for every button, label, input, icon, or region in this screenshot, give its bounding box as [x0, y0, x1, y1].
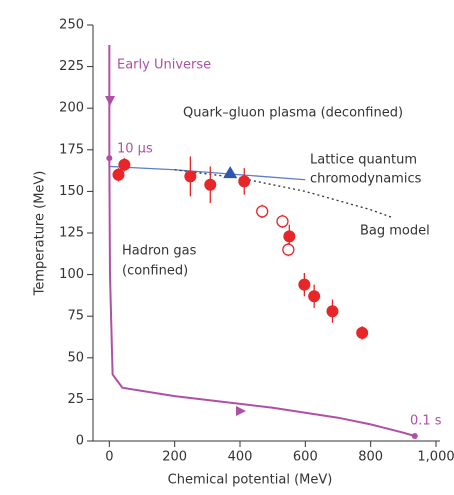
point — [283, 230, 296, 243]
y-tick-label: 125 — [59, 226, 84, 241]
point — [282, 243, 295, 256]
y-tick-label: 200 — [59, 101, 84, 116]
annotation: Lattice quantum — [310, 153, 417, 168]
x-axis-label: Chemical potential (MeV) — [168, 473, 333, 488]
arrow — [236, 406, 246, 416]
point — [112, 168, 125, 181]
y-tick-label: 225 — [59, 59, 84, 74]
y-tick-label: 25 — [67, 392, 84, 407]
point — [326, 305, 339, 318]
annotation: (confined) — [122, 264, 188, 279]
point — [308, 290, 321, 303]
curve — [108, 44, 416, 437]
y-tick-label: 150 — [59, 184, 84, 199]
annotation: Bag model — [360, 224, 430, 239]
y-tick-label: 100 — [59, 267, 84, 282]
point — [106, 155, 113, 162]
annotation: chromodynamics — [310, 172, 422, 187]
point — [118, 158, 131, 171]
y-tick-label: 0 — [76, 434, 84, 449]
x-tick-label: 800 — [358, 450, 383, 465]
y-tick-label: 250 — [59, 18, 84, 33]
x-tick-label: 400 — [228, 450, 253, 465]
point — [276, 215, 289, 228]
point — [223, 166, 238, 179]
y-tick-label: 75 — [67, 309, 84, 324]
point — [256, 205, 269, 218]
x-tick-label: 200 — [162, 450, 187, 465]
y-tick-label: 175 — [59, 142, 84, 157]
point — [411, 433, 418, 440]
x-tick-label: 0 — [105, 450, 113, 465]
y-axis-label: Temperature (MeV) — [33, 171, 48, 297]
annotation: 10 µs — [117, 142, 153, 157]
point — [356, 326, 369, 339]
point — [298, 278, 311, 291]
y-tick-label: 50 — [67, 350, 84, 365]
annotation: Quark–gluon plasma (deconfined) — [183, 106, 403, 121]
x-tick-label: 600 — [293, 450, 318, 465]
point — [184, 170, 197, 183]
point — [204, 178, 217, 191]
annotation: 0.1 s — [410, 414, 442, 429]
curve — [109, 165, 306, 181]
annotation: Early Universe — [117, 58, 211, 73]
x-tick-label: 1,000 — [417, 450, 454, 465]
point — [238, 175, 251, 188]
annotation: Hadron gas — [122, 244, 197, 259]
